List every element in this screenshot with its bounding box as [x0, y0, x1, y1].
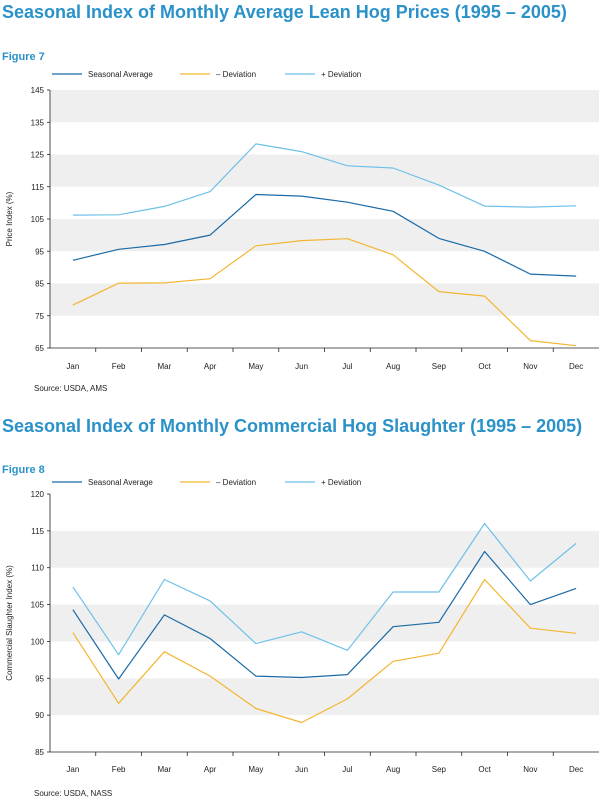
figure-label: Figure 8	[2, 464, 45, 476]
y-tick-label: 115	[31, 183, 44, 192]
x-tick-label: Dec	[569, 362, 583, 371]
x-tick-label: May	[248, 765, 263, 774]
grid-band	[50, 219, 599, 252]
figure-label: Figure 7	[2, 51, 45, 63]
legend-label: – Deviation	[216, 70, 256, 79]
legend-label: + Deviation	[321, 70, 361, 79]
legend-label: Seasonal Average	[88, 478, 153, 487]
y-tick-label: 95	[35, 247, 44, 256]
y-tick-label: 85	[35, 748, 44, 757]
y-tick-label: 120	[31, 490, 45, 499]
series-line-minus	[72, 238, 577, 347]
price-index-chart: 65 75 85 95 105 115 125 135 145 Jan Feb Mar Apr May Ju…	[5, 70, 599, 371]
y-tick-label: 75	[35, 312, 44, 321]
x-tick-label: Mar	[157, 765, 171, 774]
series-line-minus	[72, 578, 577, 724]
chart-source: Source: USDA, AMS	[34, 384, 108, 393]
y-tick-label: 115	[31, 527, 44, 536]
y-tick-label: 105	[31, 215, 45, 224]
x-tick-label: Apr	[204, 362, 217, 371]
legend-label: – Deviation	[216, 478, 256, 487]
y-tick-label: 105	[31, 601, 45, 610]
x-tick-label: Nov	[523, 362, 537, 371]
x-tick-label: Mar	[157, 362, 171, 371]
series-line-plus	[72, 143, 577, 216]
x-tick-label: Aug	[386, 362, 400, 371]
y-axis-label: Commercial Slaughter Index (%)	[5, 565, 14, 681]
y-tick-label: 145	[31, 86, 45, 95]
x-tick-label: Feb	[112, 765, 126, 774]
x-tick-label: Jun	[295, 362, 308, 371]
x-tick-label: Aug	[386, 765, 400, 774]
grid-band	[50, 90, 599, 123]
y-tick-label: 95	[35, 674, 44, 683]
chart-title: Seasonal Index of Monthly Average Lean H…	[2, 2, 567, 22]
y-tick-label: 135	[31, 118, 45, 127]
x-tick-label: Jul	[342, 765, 352, 774]
series-line-seasonal	[72, 193, 577, 277]
slaughter-index-chart: 85 90 95 100 105 110 115 120 Jan Feb Mar Apr May Jun J…	[5, 478, 599, 774]
x-tick-label: Sep	[432, 362, 447, 371]
chart-title: Seasonal Index of Monthly Commercial Hog…	[2, 416, 583, 436]
x-tick-label: Oct	[478, 362, 491, 371]
grid-band	[50, 678, 599, 716]
y-tick-label: 110	[31, 564, 44, 573]
x-tick-label: Oct	[478, 765, 491, 774]
x-tick-label: Sep	[432, 765, 447, 774]
grid-band	[50, 530, 599, 568]
x-tick-label: Apr	[204, 765, 217, 774]
y-tick-label: 85	[35, 280, 44, 289]
grid-band	[50, 283, 599, 316]
chart-panel-1: Seasonal Index of Monthly Average Lean H…	[2, 2, 599, 393]
y-tick-label: 125	[31, 151, 45, 160]
grid-band	[50, 154, 599, 187]
x-tick-label: Jun	[295, 765, 308, 774]
legend-label: Seasonal Average	[88, 70, 153, 79]
x-tick-label: May	[248, 362, 263, 371]
x-tick-label: Jul	[342, 362, 352, 371]
y-tick-label: 90	[35, 711, 44, 720]
series-line-seasonal	[72, 550, 577, 680]
y-axis-label: Price Index (%)	[5, 191, 14, 246]
x-tick-label: Jan	[66, 362, 79, 371]
grid-band	[50, 604, 599, 642]
legend-label: + Deviation	[321, 478, 361, 487]
series-line-plus	[72, 522, 577, 656]
x-tick-label: Dec	[569, 765, 583, 774]
chart-source: Source: USDA, NASS	[34, 789, 113, 798]
y-tick-label: 65	[35, 344, 44, 353]
x-tick-label: Jan	[66, 765, 79, 774]
x-tick-label: Feb	[112, 362, 126, 371]
x-tick-label: Nov	[523, 765, 537, 774]
y-tick-label: 100	[31, 637, 45, 646]
